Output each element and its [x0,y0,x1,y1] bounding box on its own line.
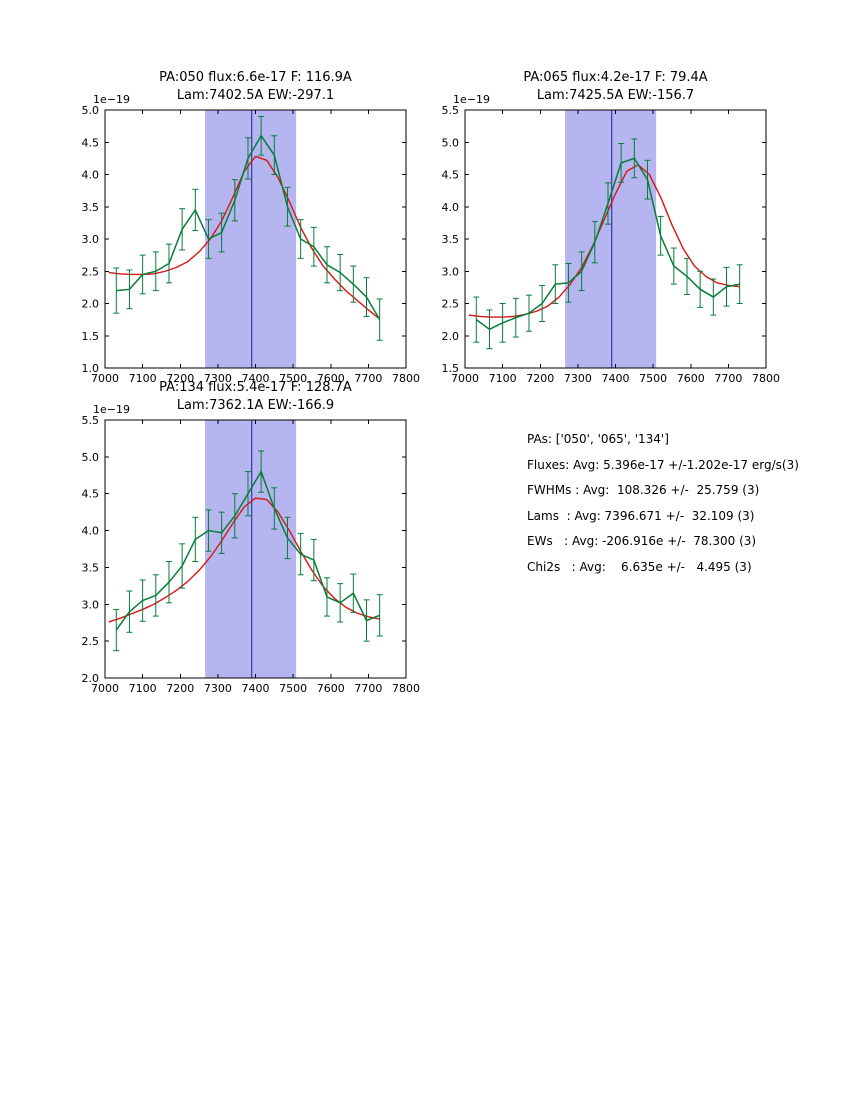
plot-title-line2: Lam:7425.5A EW:-156.7 [537,88,694,103]
x-tick-label: 7800 [752,372,780,385]
fit-line [468,164,740,318]
y-tick-label: 3.0 [82,598,100,611]
fit-line [108,497,380,623]
y-tick-label: 5.0 [442,136,460,149]
x-tick-label: 7600 [317,682,345,695]
x-tick-label: 7500 [639,372,667,385]
y-tick-label: 4.0 [82,525,100,538]
highlight-band [205,110,297,368]
y-tick-label: 5.0 [82,451,100,464]
x-tick-label: 7100 [129,372,157,385]
y-tick-label: 4.5 [82,488,100,501]
y-tick-label: 2.5 [82,265,100,278]
y-tick-label: 5.5 [442,104,460,117]
x-tick-label: 7200 [166,372,194,385]
summary-line-fwhms: FWHMs : Avg: 108.326 +/- 25.759 (3) [527,483,760,498]
tick-marks [464,109,767,369]
axis-offset-label: 1e−19 [93,93,130,106]
x-tick-label: 7600 [317,372,345,385]
x-tick-label: 7600 [677,372,705,385]
highlight-band [565,110,657,368]
highlight-band [205,420,297,678]
spectral-line-plot: 7000 7100 7200 7300 7400 7500 7600 7700 78001.01… [82,70,421,385]
y-tick-label: 1.0 [82,362,100,375]
x-tick-label: 7400 [242,682,270,695]
y-tick-label: 3.5 [442,233,460,246]
x-tick-labels: 7000 7100 7200 7300 7400 7500 7600 7700 7800 [451,372,780,385]
plot-pa050: 7000 7100 7200 7300 7400 7500 7600 7700 7800 1.0 1… [55,55,423,389]
plot-title-line1: PA:050 flux:6.6e-17 F: 116.9A [159,70,352,85]
x-tick-label: 7700 [354,372,382,385]
summary-panel: PAs: ['050', '065', '134'] Fluxes: Avg: … [527,427,799,581]
y-tick-labels: 1.0 1.5 2.0 2.5 3.0 3.5 4.0 4.5 5.0 [82,104,100,375]
y-tick-label: 2.0 [442,330,460,343]
x-tick-label: 7400 [602,372,630,385]
x-tick-label: 7100 [129,682,157,695]
x-tick-label: 7400 [242,372,270,385]
x-tick-label: 7000 [91,372,119,385]
y-tick-label: 1.5 [82,330,100,343]
y-tick-label: 2.5 [442,298,460,311]
y-tick-label: 5.5 [82,414,100,427]
y-tick-labels: 1.5 2.0 2.5 3.0 3.5 4.0 4.5 5.0 5.5 [442,104,460,375]
x-tick-label: 7800 [392,682,420,695]
summary-line-ews: EWs : Avg: -206.916e +/- 78.300 (3) [527,534,757,549]
x-tick-label: 7200 [526,372,554,385]
x-tick-label: 7000 [91,682,119,695]
x-tick-label: 7700 [354,682,382,695]
y-tick-label: 5.0 [82,104,100,117]
x-tick-labels: 7000 7100 7200 7300 7400 7500 7600 7700 7800 [91,372,420,385]
y-tick-label: 3.5 [82,201,100,214]
x-tick-label: 7300 [564,372,592,385]
plot-title-line1: PA:065 flux:4.2e-17 F: 79.4A [523,70,707,85]
axis-offset-label: 1e−19 [453,93,490,106]
plot-title-line1: PA:134 flux:5.4e-17 F: 128.7A [159,380,352,395]
y-tick-label: 3.0 [82,233,100,246]
x-tick-labels: 7000 7100 7200 7300 7400 7500 7600 7700 7800 [91,682,420,695]
y-tick-labels: 2.0 2.5 3.0 3.5 4.0 4.5 5.0 5.5 [82,414,100,685]
summary-line-fluxes: Fluxes: Avg: 5.396e-17 +/-1.202e-17 erg/… [527,457,799,472]
summary-line-chi2s: Chi2s : Avg: 6.635e +/- 4.495 (3) [527,559,752,574]
x-tick-label: 7500 [279,682,307,695]
x-tick-label: 7100 [489,372,517,385]
axis-offset-label: 1e−19 [93,403,130,416]
x-tick-label: 7800 [392,372,420,385]
spectral-line-plot: 7000 7100 7200 7300 7400 7500 7600 7700 78002.02… [82,380,421,695]
summary-line-pas: PAs: ['050', '065', '134'] [527,432,669,446]
y-tick-label: 3.0 [442,265,460,278]
x-tick-label: 7000 [451,372,479,385]
x-tick-label: 7700 [714,372,742,385]
y-tick-label: 2.0 [82,298,100,311]
data-line [115,470,380,631]
y-tick-label: 4.5 [442,169,460,182]
plot-title-line2: Lam:7402.5A EW:-297.1 [177,88,334,103]
y-tick-label: 2.5 [82,635,100,648]
x-tick-label: 7300 [204,372,232,385]
plot-pa134: 7000 7100 7200 7300 7400 7500 7600 7700 7800 2.0 2… [55,365,423,699]
tick-marks [104,419,407,679]
y-tick-label: 3.5 [82,561,100,574]
data-line [116,135,381,321]
plot-pa065: 7000 7100 7200 7300 7400 7500 7600 7700 7800 1.5 2… [415,55,783,389]
x-tick-label: 7200 [166,682,194,695]
summary-line-lams: Lams : Avg: 7396.671 +/- 32.109 (3) [527,508,755,523]
y-tick-label: 2.0 [82,672,100,685]
x-tick-label: 7500 [279,372,307,385]
plot-title-line2: Lam:7362.1A EW:-166.9 [177,398,334,413]
data-line [475,157,740,331]
y-tick-label: 4.0 [82,169,100,182]
y-tick-label: 4.0 [442,201,460,214]
x-tick-label: 7300 [204,682,232,695]
tick-marks [104,109,407,369]
y-tick-label: 4.5 [82,136,100,149]
spectral-line-plot: 7000 7100 7200 7300 7400 7500 7600 7700 7800 1.5 2… [442,70,781,385]
y-tick-label: 1.5 [442,362,460,375]
